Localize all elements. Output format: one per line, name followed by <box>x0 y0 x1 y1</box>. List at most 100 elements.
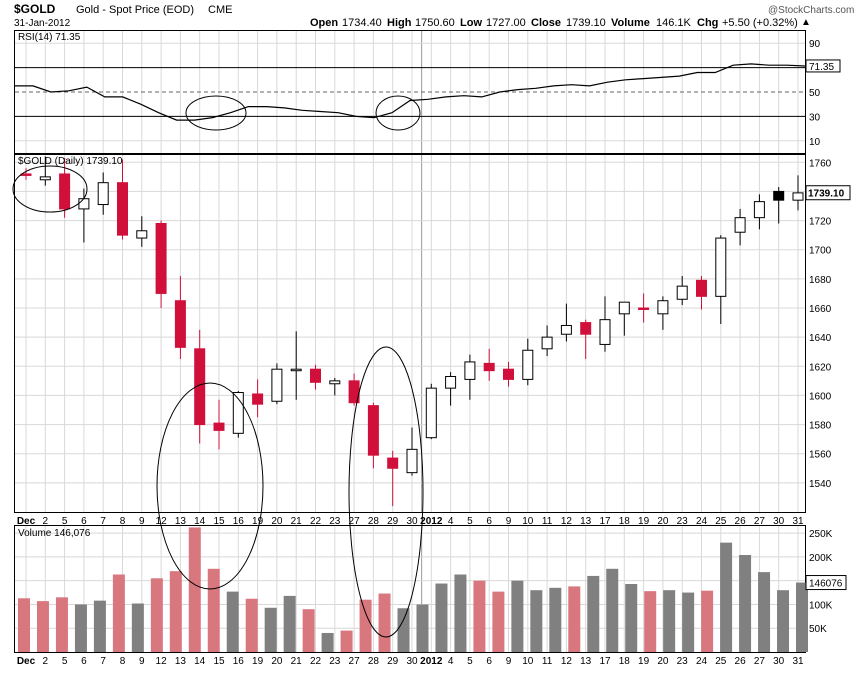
price-tick-label: 1760 <box>809 158 832 169</box>
annotation-ellipse-bottom-1 <box>156 382 264 590</box>
date-tick-label: 6 <box>81 656 87 667</box>
volume-bar <box>245 598 258 652</box>
volume-bar <box>473 580 486 652</box>
price-tick-label: 1700 <box>809 246 832 257</box>
open-value: 1734.40 <box>342 17 382 29</box>
date-tick-label: 28 <box>368 656 380 667</box>
date-tick-label: 27 <box>754 656 766 667</box>
date-tick-label: 14 <box>194 656 206 667</box>
candle-body <box>271 368 283 402</box>
symbol: $GOLD <box>14 2 56 16</box>
date-tick-label: 22 <box>310 516 322 527</box>
date-tick-label: 27 <box>349 516 361 527</box>
date-tick-label: 9 <box>139 516 145 527</box>
volume-bar <box>663 590 676 652</box>
date-tick-label: 26 <box>735 516 747 527</box>
candle-body <box>715 237 727 297</box>
volume-bar <box>378 593 391 652</box>
candle-body <box>753 201 765 219</box>
volume-bar <box>340 630 353 652</box>
candle-body <box>194 348 206 426</box>
date-tick-label: 19 <box>638 516 650 527</box>
date-tick-label: 13 <box>175 656 187 667</box>
volume-bar <box>207 568 220 652</box>
volume-bar <box>397 608 410 652</box>
price-tick-label: 1720 <box>809 217 832 228</box>
volume-bar <box>55 597 68 652</box>
date-tick-label: 31 <box>792 656 804 667</box>
rsi-panel-frame <box>14 30 806 154</box>
candle-body <box>290 368 302 372</box>
date-tick-label: 10 <box>522 656 534 667</box>
date-tick-label: 23 <box>677 516 689 527</box>
rsi-tick-label: 30 <box>809 112 821 123</box>
volume-bar <box>682 592 695 652</box>
date-tick-label: 25 <box>715 516 727 527</box>
date-tick-label: 19 <box>638 656 650 667</box>
candle-body <box>232 392 244 434</box>
date-tick-label: 23 <box>677 656 689 667</box>
volume-bar <box>549 587 562 652</box>
volume-bar <box>74 604 87 652</box>
date-tick-label: 24 <box>696 656 708 667</box>
volume-bar <box>587 575 600 652</box>
volume-bar <box>530 590 543 652</box>
volume-tick-label: 250K <box>809 529 833 540</box>
candle-body <box>792 192 804 201</box>
rsi-tick-label: 10 <box>809 137 821 148</box>
volume-bar <box>568 586 581 652</box>
candle-body <box>425 387 437 439</box>
volume-bar <box>644 591 657 652</box>
chg-value: +5.50 (+0.32%) <box>722 17 798 29</box>
volume-bar <box>302 609 315 652</box>
date-tick-label: 30 <box>406 656 418 667</box>
candle-body <box>252 393 264 405</box>
candle-body <box>618 301 630 315</box>
date-tick-label: 13 <box>580 656 592 667</box>
date-tick-label: Dec <box>17 516 36 527</box>
volume-bar <box>796 582 808 652</box>
date-tick-label: 20 <box>657 516 669 527</box>
volume-bar <box>492 591 505 652</box>
rsi-last-value: 71.35 <box>809 62 834 73</box>
high-value: 1750.60 <box>415 17 455 29</box>
volume-bar <box>454 574 467 652</box>
date-tick-label: 4 <box>448 516 454 527</box>
date-tick-label: 7 <box>100 516 106 527</box>
date-tick-label: 22 <box>310 656 322 667</box>
volume-bar <box>416 604 429 652</box>
date-tick-label: 31 <box>792 516 804 527</box>
candle-body <box>599 319 611 345</box>
date-tick-label: 9 <box>506 516 512 527</box>
volume-bar <box>226 591 239 652</box>
candle-body <box>773 190 785 201</box>
date-tick-label: 5 <box>62 516 68 527</box>
date-tick-label: 24 <box>696 516 708 527</box>
date-tick-label: 19 <box>252 516 264 527</box>
date-tick-label: 11 <box>542 516 553 527</box>
date-tick-label: 30 <box>773 516 785 527</box>
annotation-ellipse-rsi-1 <box>185 95 247 131</box>
candle-body <box>155 222 167 294</box>
candle-body <box>174 300 186 348</box>
candle-body <box>734 217 746 233</box>
date-tick-label: 2012 <box>420 656 443 667</box>
volume-label: Volume <box>611 17 650 29</box>
date-tick-label: 6 <box>81 516 87 527</box>
date-tick-label: 30 <box>406 516 418 527</box>
date-tick-label: 10 <box>522 516 534 527</box>
date-tick-label: 15 <box>213 656 225 667</box>
volume-bar <box>359 599 372 652</box>
rsi-line <box>15 63 806 121</box>
date-tick-label: 29 <box>387 516 399 527</box>
instrument-name: Gold - Spot Price (EOD) <box>76 4 194 16</box>
price-tick-label: 1600 <box>809 391 832 402</box>
price-tick-label: 1540 <box>809 479 832 490</box>
date-tick-label: 20 <box>271 516 283 527</box>
volume-value: 146.1K <box>656 17 692 29</box>
date-tick-label: 21 <box>291 516 303 527</box>
candle-body <box>541 336 553 350</box>
date-tick-label: 21 <box>291 656 303 667</box>
candle-body <box>310 368 321 383</box>
